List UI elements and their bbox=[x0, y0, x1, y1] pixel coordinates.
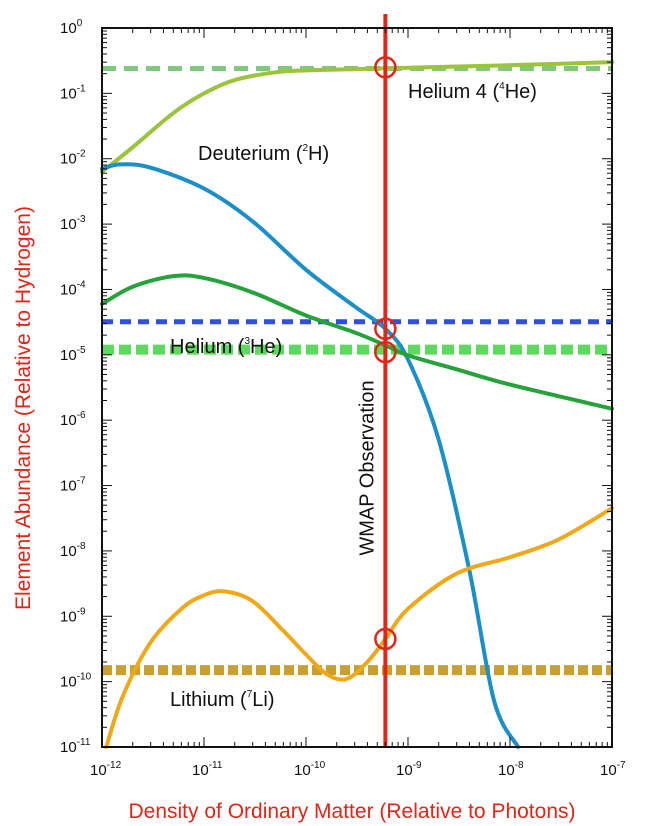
x-axis-title: Density of Ordinary Matter (Relative to … bbox=[128, 800, 575, 823]
label-deuterium: Deuterium (2H) bbox=[198, 143, 329, 165]
x-tick-label: 10-10 bbox=[294, 760, 326, 779]
lithium7-curve bbox=[104, 506, 614, 749]
y-tick-label: 10-8 bbox=[60, 541, 86, 560]
y-tick-label: 10-4 bbox=[60, 279, 86, 298]
y-tick-label: 10-3 bbox=[60, 214, 86, 233]
deuterium-curve bbox=[100, 162, 521, 749]
wmap-markers bbox=[374, 56, 397, 651]
y-tick-label: 10-2 bbox=[60, 149, 86, 168]
label-lithium7: Lithium (7Li) bbox=[170, 689, 275, 711]
wmap-marker bbox=[374, 627, 397, 651]
label-helium4: Helium 4 (4He) bbox=[408, 81, 537, 103]
y-tick-labels: 100 10-1 10-2 10-3 10-4 10-5 10-6 10-7 10-8 10-9 1… bbox=[60, 18, 92, 756]
wmap-marker bbox=[374, 317, 397, 341]
label-helium3: Helium (3He) bbox=[170, 336, 282, 358]
x-tick-label: 10-11 bbox=[192, 760, 223, 779]
y-tick-label: 10-7 bbox=[60, 476, 86, 495]
x-tick-label: 10-12 bbox=[90, 760, 122, 779]
wmap-marker bbox=[374, 56, 397, 79]
y-tick-label: 10-6 bbox=[60, 410, 86, 429]
helium4-curve bbox=[100, 60, 614, 174]
series-curves bbox=[100, 60, 614, 749]
y-tick-label: 10-5 bbox=[60, 345, 86, 364]
x-tick-labels: 10-12 10-11 10-10 10-9 10-8 10-7 bbox=[90, 760, 626, 779]
series-labels: Helium 4 (4He) Deuterium (2H) Helium (3H… bbox=[170, 81, 537, 711]
y-tick-label: 10-10 bbox=[60, 672, 92, 691]
plot-frame bbox=[101, 27, 613, 748]
tick-marks bbox=[101, 28, 612, 748]
y-tick-label: 10-1 bbox=[60, 83, 86, 102]
y-tick-label: 10-9 bbox=[60, 606, 86, 625]
x-tick-label: 10-8 bbox=[498, 760, 524, 779]
y-tick-label: 10-11 bbox=[60, 737, 91, 756]
y-tick-label: 100 bbox=[60, 18, 83, 37]
wmap-layer: WMAP Observation bbox=[356, 14, 397, 747]
wmap-observation-label: WMAP Observation bbox=[356, 380, 378, 555]
observation-lines bbox=[102, 66, 612, 676]
x-tick-label: 10-9 bbox=[396, 760, 422, 779]
helium3-curve bbox=[100, 273, 614, 411]
y-axis-title: Element Abundance (Relative to Hydrogen) bbox=[12, 206, 35, 610]
wmap-marker bbox=[374, 340, 397, 364]
x-tick-label: 10-7 bbox=[600, 760, 626, 779]
